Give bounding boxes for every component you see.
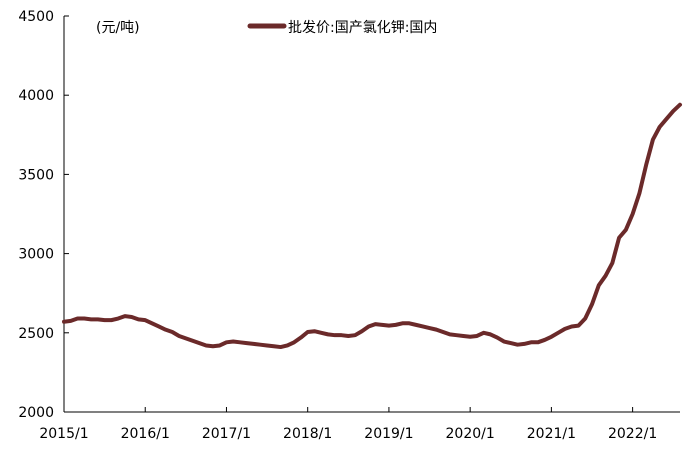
legend-label: 批发价:国产氯化钾:国内 <box>288 20 437 36</box>
x-tick-label: 2015/1 <box>39 426 88 442</box>
plot-frame <box>63 16 680 413</box>
x-tick-label: 2021/1 <box>527 426 576 442</box>
y-tick-label: 2500 <box>18 326 54 342</box>
x-tick-label: 2020/1 <box>446 426 495 442</box>
y-tick-label: 3500 <box>18 167 54 183</box>
y-tick-label: 4500 <box>18 9 54 25</box>
series-layer <box>62 102 682 350</box>
y-tick-label: 3000 <box>18 247 54 263</box>
legend: 批发价:国产氯化钾:国内 <box>247 20 437 36</box>
x-tick-label: 2019/1 <box>364 426 413 442</box>
x-tick-label: 2016/1 <box>121 426 170 442</box>
y-tick-label: 2000 <box>18 405 54 421</box>
x-tick-label: 2018/1 <box>283 426 332 442</box>
x-tick-label: 2022/1 <box>608 426 657 442</box>
y-axis-ticks: 2000 2500 3000 3500 4000 4500 <box>18 9 69 421</box>
series-line-0 <box>62 102 682 350</box>
y-tick-label: 4000 <box>18 88 54 104</box>
unit-label: (元/吨) <box>96 20 140 36</box>
x-tick-label: 2017/1 <box>202 426 251 442</box>
x-axis-ticks: 2015/1 2016/1 2017/1 2018/1 2019/1 2020/1 2021… <box>39 407 657 442</box>
